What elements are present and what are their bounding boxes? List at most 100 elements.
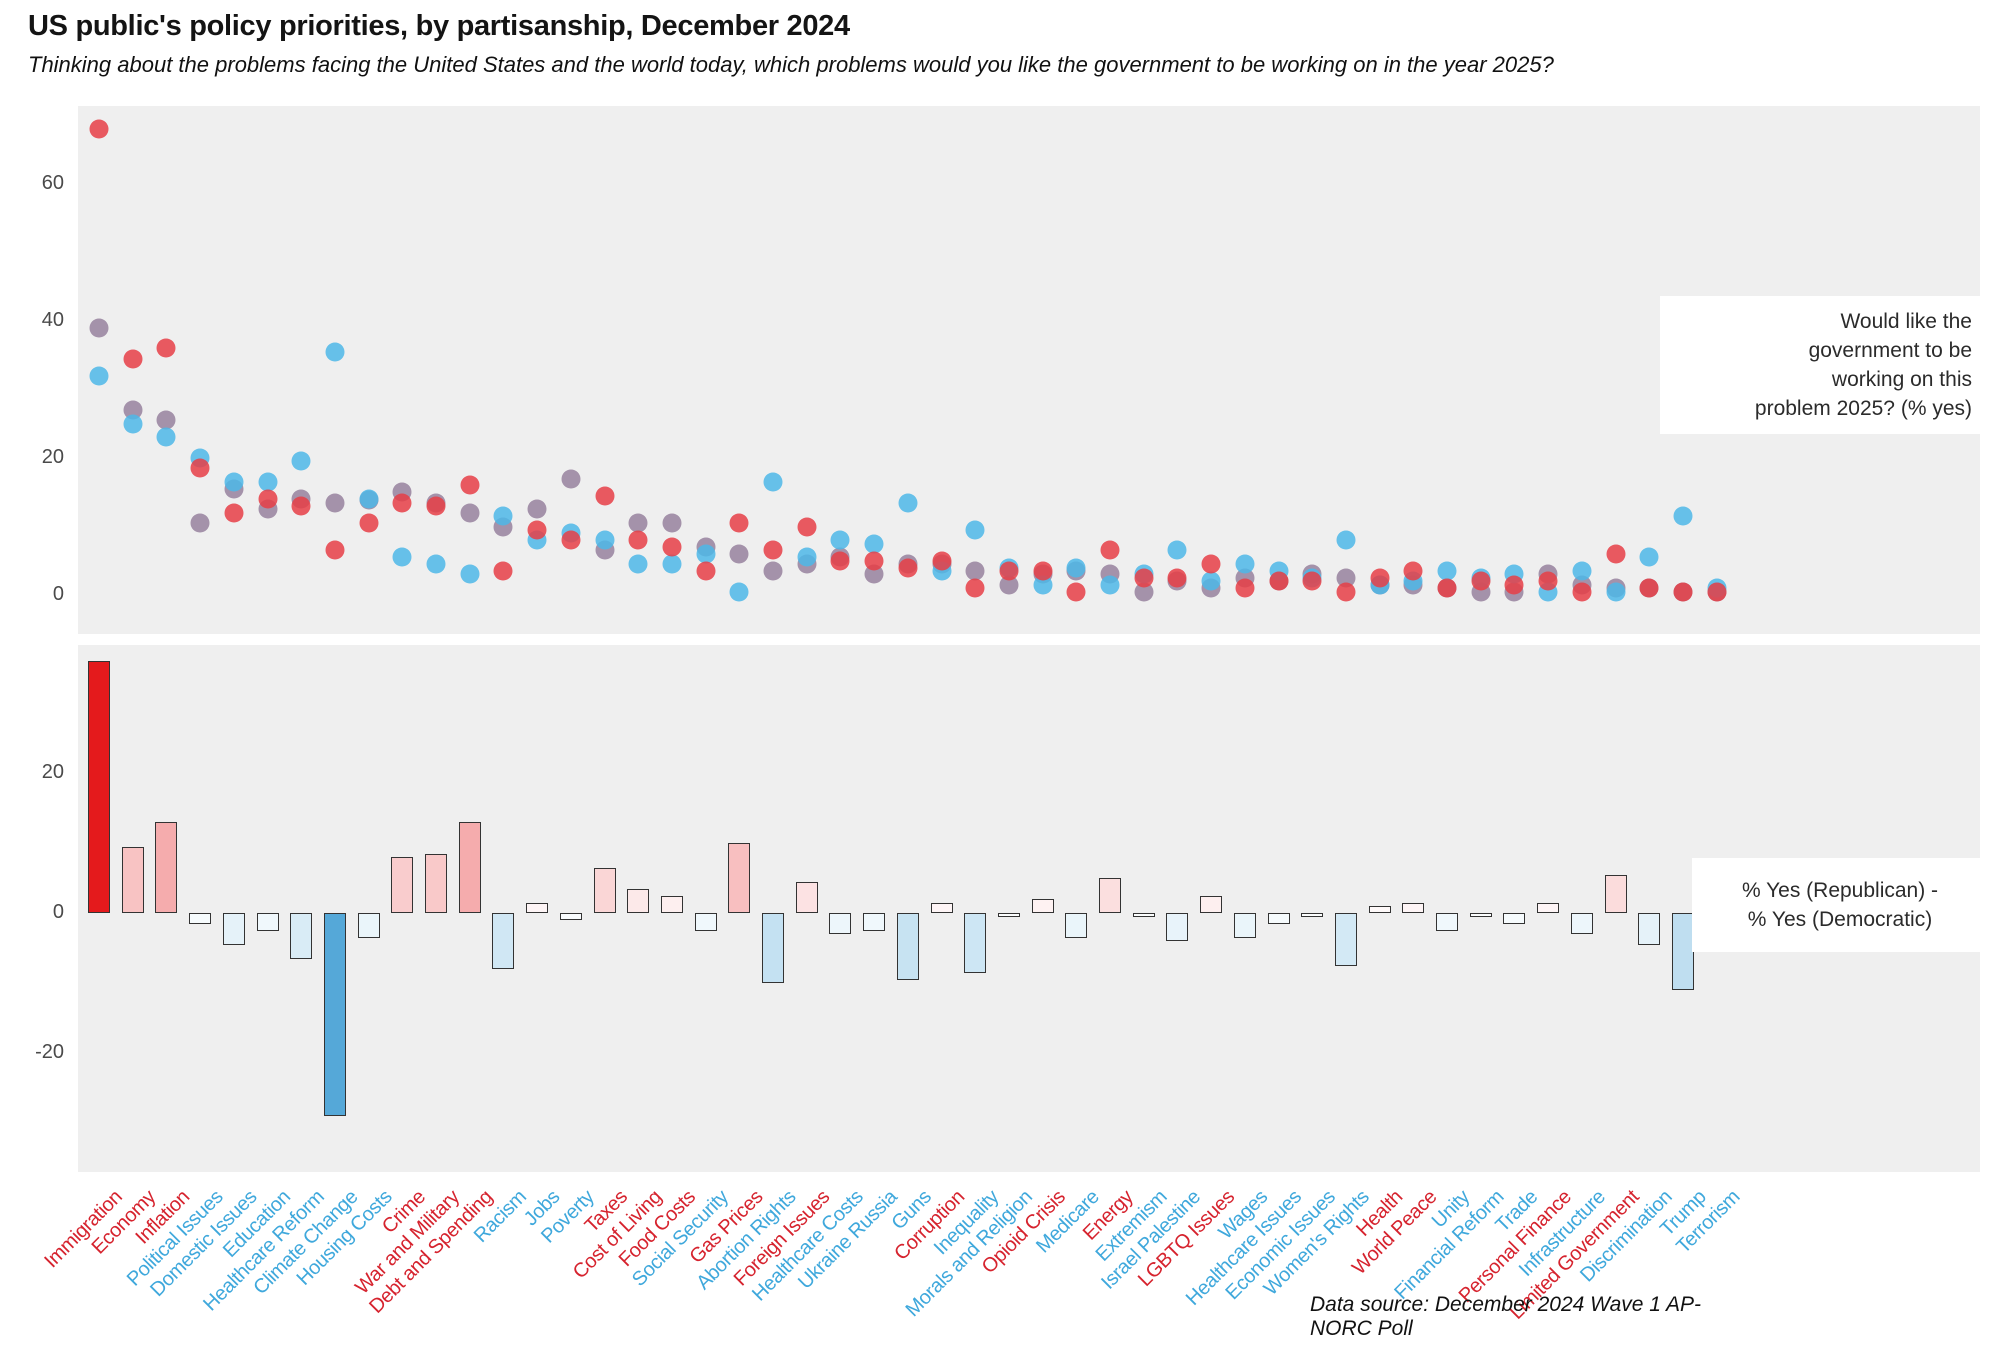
democratic-dot (392, 547, 412, 567)
diff-bar (323, 913, 346, 1116)
republican-dot (392, 493, 412, 513)
republican-dot (1639, 578, 1659, 598)
republican-dot (1673, 582, 1693, 602)
diff-bar (1233, 913, 1256, 938)
diff-bar (357, 913, 380, 938)
democratic-dot (291, 451, 311, 471)
overall-dot (864, 564, 884, 584)
republican-dot (190, 458, 210, 478)
republican-dot (898, 558, 918, 578)
democratic-dot (224, 472, 244, 492)
republican-dot (493, 561, 513, 581)
republican-dot (89, 119, 109, 139)
scatter-annotation-line: working on this (1831, 368, 1972, 391)
diff-bar (1469, 913, 1492, 917)
republican-dot (1504, 575, 1524, 595)
diff-bar (593, 867, 616, 913)
overall-dot (662, 513, 682, 533)
democratic-dot (1437, 561, 1457, 581)
overall-dot (156, 410, 176, 430)
republican-dot (965, 578, 985, 598)
diff-bar (829, 913, 852, 934)
diff-bar (222, 913, 245, 945)
democratic-dot (628, 554, 648, 574)
page-title: US public's policy priorities, by partis… (28, 10, 850, 42)
republican-dot (1235, 578, 1255, 598)
overall-dot (460, 503, 480, 523)
democratic-dot (1235, 554, 1255, 574)
bar-y-tick: 0 (52, 901, 64, 923)
overall-dot (89, 318, 109, 338)
diff-bar (526, 902, 549, 913)
democratic-dot (1673, 506, 1693, 526)
bar-y-tick: 20 (41, 761, 64, 783)
overall-dot (190, 513, 210, 533)
republican-dot (1606, 544, 1625, 564)
democratic-dot (595, 530, 614, 550)
diff-bar (391, 857, 414, 913)
scatter-annotation-line: government to be (1808, 339, 1972, 362)
scatter-annotation-line: problem 2025? (% yes) (1754, 397, 1972, 420)
diff-bar (1031, 899, 1054, 913)
bar-annotation-line: % Yes (Democratic) (1747, 908, 1933, 931)
republican-dot (628, 530, 648, 550)
republican-dot (561, 530, 581, 550)
democratic-dot (89, 366, 109, 386)
republican-dot (1336, 582, 1356, 602)
republican-dot (932, 551, 951, 571)
democratic-dot (1066, 558, 1086, 578)
diff-bar (155, 822, 178, 913)
overall-dot (1134, 582, 1154, 602)
diff-bar (1638, 913, 1661, 945)
republican-dot (291, 496, 311, 516)
diff-bar (189, 913, 212, 924)
republican-dot (1134, 568, 1154, 588)
democratic-dot (1100, 575, 1120, 595)
diff-bar (256, 913, 279, 931)
republican-dot (595, 486, 614, 506)
diff-bar (1671, 913, 1694, 990)
bar-annotation-line: % Yes (Republican) - (1741, 879, 1939, 902)
overall-dot (965, 561, 985, 581)
democratic-dot (662, 554, 682, 574)
republican-dot (156, 338, 176, 358)
democratic-dot (460, 564, 480, 584)
democratic-dot (359, 489, 379, 509)
diff-bar (1267, 913, 1290, 924)
diff-bar (1402, 902, 1425, 913)
republican-dot (797, 517, 817, 536)
overall-dot (999, 575, 1019, 595)
diff-bar (1301, 913, 1324, 917)
diff-bar (728, 843, 751, 913)
scatter-annotation-line: Would like the (1840, 310, 1972, 333)
diff-bar (930, 902, 953, 913)
diff-bar (1503, 913, 1526, 924)
republican-dot (696, 561, 716, 581)
scatter-y-tick: 0 (52, 583, 64, 605)
diff-bar (694, 913, 717, 931)
democratic-dot (1336, 530, 1356, 550)
republican-dot (1066, 582, 1086, 602)
diff-bar (559, 913, 582, 920)
diff-bar (290, 913, 313, 959)
democratic-dot (426, 554, 446, 574)
diff-bar (1065, 913, 1088, 938)
democratic-dot (1606, 582, 1625, 602)
democratic-dot (1033, 575, 1053, 595)
diff-bar (1604, 874, 1627, 913)
diff-bar (1334, 913, 1357, 966)
scatter-annotation-box: Would like the government to be working on… (1660, 296, 1988, 434)
diff-bar (492, 913, 515, 969)
chart-subtitle: Thinking about the problems facing the U… (28, 52, 1554, 77)
republican-dot (426, 496, 446, 516)
diff-bar (896, 913, 919, 980)
republican-dot (123, 349, 143, 369)
democratic-dot (898, 493, 918, 513)
republican-dot (864, 551, 884, 571)
diff-bar (762, 913, 784, 983)
diff-bar (627, 888, 650, 913)
diff-bar (121, 846, 144, 913)
republican-dot (325, 540, 345, 560)
democratic-dot (763, 472, 783, 492)
